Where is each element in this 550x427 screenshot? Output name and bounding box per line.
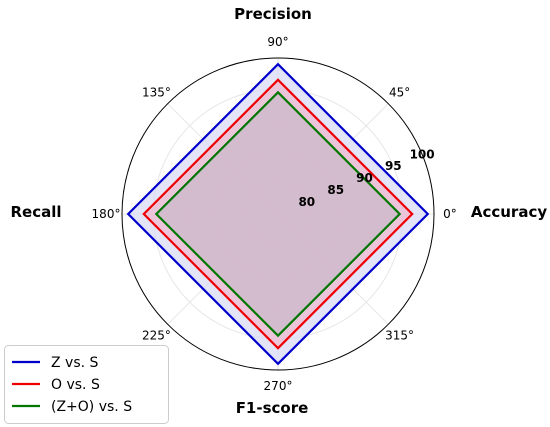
metric-axis-label: Recall — [10, 203, 61, 221]
metric-axis-label: F1-score — [236, 399, 309, 417]
metric-axis-label: Precision — [234, 5, 312, 23]
radial-tick-label: 100 — [410, 147, 435, 161]
series-line-0 — [126, 62, 430, 366]
legend-box — [4, 345, 169, 424]
angle-tick-label: 45° — [389, 85, 410, 99]
radial-tick-label: 80 — [298, 195, 315, 209]
radial-tick-label: 85 — [327, 183, 344, 197]
angle-tick-label: 270° — [264, 379, 293, 393]
angle-tick-label: 315° — [385, 329, 414, 343]
radial-tick-label: 95 — [385, 159, 402, 173]
legend-label: Z vs. S — [51, 355, 99, 371]
series-line-2 — [154, 90, 402, 338]
legend-label: O vs. S — [51, 377, 100, 393]
radial-tick-label: 90 — [356, 171, 373, 185]
legend-label: (Z+O) vs. S — [51, 399, 132, 415]
angle-tick-label: 225° — [142, 329, 171, 343]
angle-tick-label: 90° — [267, 35, 288, 49]
polar-frame — [121, 57, 435, 371]
metric-axis-label: Accuracy — [471, 203, 547, 221]
angle-tick-label: 0° — [443, 207, 457, 221]
angle-tick-label: 135° — [142, 85, 171, 99]
series-line-1 — [142, 78, 414, 350]
angle-tick-label: 180° — [92, 207, 121, 221]
